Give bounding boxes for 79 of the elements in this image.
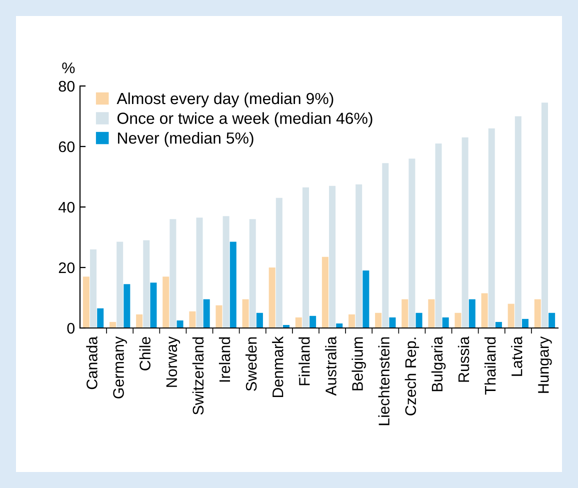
bar	[203, 299, 210, 328]
bar	[468, 299, 476, 328]
bar	[90, 249, 97, 328]
bar	[389, 317, 396, 328]
x-tick-label: Canada	[86, 336, 98, 390]
bar	[97, 308, 104, 328]
x-tick-label: Chile	[139, 337, 150, 370]
bar	[242, 299, 249, 328]
bar	[329, 186, 336, 328]
x-tick-label: Hungary	[538, 336, 552, 393]
bar	[136, 314, 143, 328]
bar	[268, 268, 276, 328]
bar	[382, 163, 389, 328]
x-tick-label: Latvia	[511, 336, 522, 376]
legend-label: Almost every day (median 9%)	[116, 92, 334, 108]
bar	[216, 305, 222, 328]
x-tick-label: Denmark	[272, 336, 284, 398]
bar	[416, 312, 422, 328]
bar	[310, 316, 316, 328]
x-tick-label: Liechtenstein	[378, 337, 390, 426]
bar	[109, 322, 116, 328]
bar	[276, 198, 282, 328]
bar	[442, 317, 449, 328]
bar	[249, 219, 256, 328]
bar	[428, 299, 435, 328]
bar	[435, 143, 442, 328]
x-tick-label: Switzerland	[192, 337, 204, 415]
bar	[541, 102, 548, 328]
bar	[508, 304, 514, 328]
x-tick-label: Finland	[298, 337, 310, 386]
bar	[295, 317, 302, 328]
bar	[162, 276, 170, 328]
bar	[302, 187, 309, 328]
x-tick-label: Russia	[458, 336, 470, 382]
y-axis-title: %	[62, 62, 75, 74]
y-tick-label: 60	[58, 141, 75, 152]
bar	[462, 137, 468, 328]
bar	[230, 242, 236, 328]
bar	[548, 312, 556, 328]
bar	[408, 158, 416, 328]
x-tick-label: Ireland	[218, 337, 230, 382]
x-tick-label: Germany	[113, 336, 127, 398]
bar	[356, 184, 362, 328]
bar	[362, 270, 370, 328]
bar	[116, 242, 124, 328]
y-tick-label: 0	[67, 322, 75, 334]
bar	[124, 284, 130, 328]
bar	[514, 116, 522, 328]
bar	[495, 322, 502, 328]
x-tick-label: Belgium	[352, 337, 366, 390]
y-tick-label: 40	[58, 202, 75, 213]
bar	[189, 311, 196, 328]
bar	[322, 256, 328, 328]
x-tick-label: Norway	[166, 336, 180, 387]
bar	[143, 240, 150, 328]
y-tick-label: 80	[58, 80, 75, 92]
bar	[170, 219, 176, 328]
x-tick-label: Bulgaria	[431, 336, 446, 392]
bar	[522, 318, 529, 328]
bar	[488, 128, 495, 328]
y-tick-label: 20	[58, 262, 75, 274]
x-tick-label: Australia	[325, 336, 336, 396]
x-tick-label: Thailand	[484, 337, 496, 395]
bar	[256, 312, 263, 328]
bar	[481, 293, 488, 328]
bar	[534, 299, 541, 328]
bar	[82, 276, 90, 328]
bar	[402, 299, 408, 328]
bar	[150, 282, 157, 328]
bar	[176, 320, 184, 328]
legend-label: Never (median 5%)	[118, 132, 254, 147]
legend-label: Once or twice a week (median 46%)	[117, 112, 372, 128]
bar	[454, 312, 462, 328]
bar	[196, 218, 203, 328]
bar	[348, 314, 356, 328]
x-tick-label: Czech Rep.	[404, 338, 420, 416]
bar	[222, 216, 230, 328]
x-tick-label: Sweden	[245, 337, 257, 391]
bar	[375, 312, 382, 328]
